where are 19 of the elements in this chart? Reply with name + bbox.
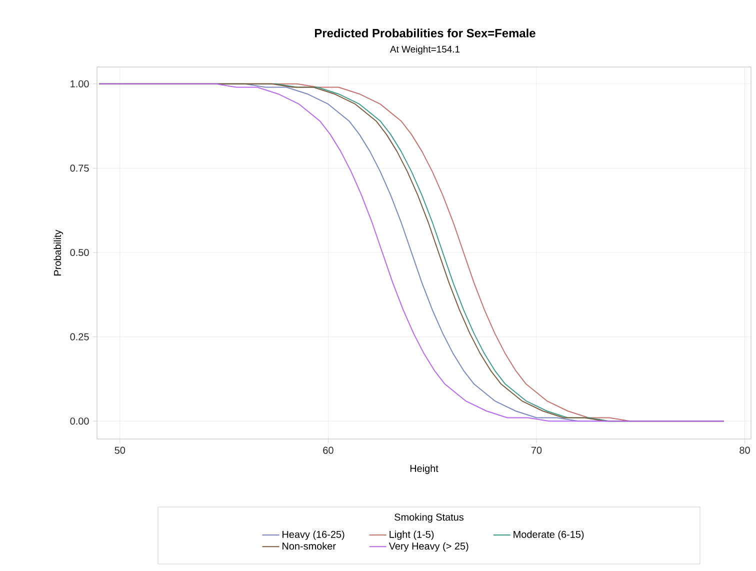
legend-label: Heavy (16-25) [282,530,344,540]
legend-label: Moderate (6-15) [514,530,584,540]
x-tick-label: 60 [323,446,334,454]
x-tick-label: 80 [740,446,750,454]
legend-label: Light (1-5) [390,530,434,540]
x-tick-label: 70 [531,446,542,454]
chart-subtitle: At Weight=154.1 [390,46,460,54]
y-tick-label: 0.50 [70,248,89,256]
chart-title: Predicted Probabilities for Sex=Female [315,28,536,38]
legend-label: Non-smoker [282,542,336,550]
x-axis-title: Height [410,464,438,474]
x-tick-label: 50 [114,446,126,454]
legend-label: Very Heavy (> 25) [388,542,468,552]
legend-title: Smoking Status [394,513,464,523]
y-tick-label: 0.25 [70,333,89,340]
y-axis-title: Probability [54,230,63,276]
y-tick-label: 0.75 [70,164,89,172]
y-tick-label: 0.00 [70,418,89,425]
y-tick-label: 1.00 [70,80,89,88]
